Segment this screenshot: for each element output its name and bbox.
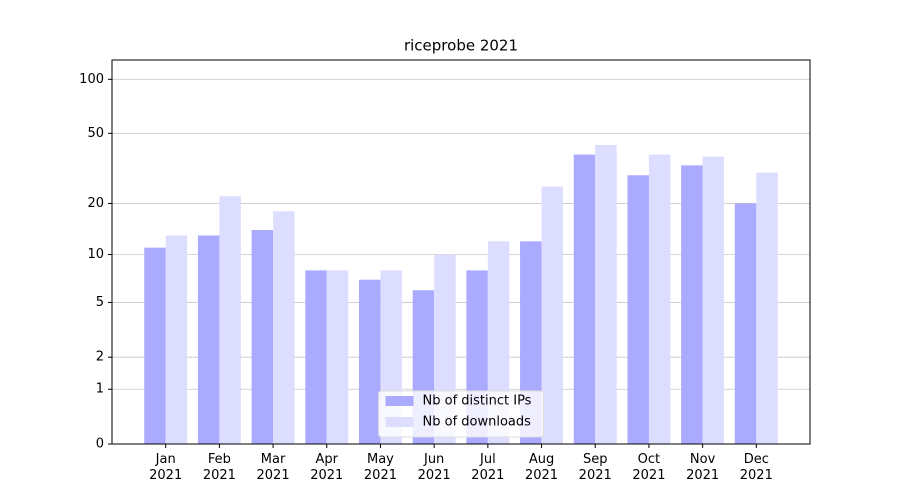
- legend-box: [378, 390, 544, 438]
- x-tick-label: Jan 2021: [149, 452, 183, 483]
- y-tick-label: 5: [96, 295, 104, 310]
- x-tick-label: Nov 2021: [686, 452, 720, 483]
- bar: [573, 154, 596, 445]
- bar: [541, 186, 564, 444]
- bar: [734, 203, 757, 444]
- y-tick-label: 20: [87, 196, 104, 211]
- x-tick-label: Aug 2021: [524, 452, 559, 483]
- plot-frame: [111, 59, 811, 445]
- bar: [648, 154, 671, 445]
- chart-title: riceprobe 2021: [404, 37, 518, 55]
- bar: [197, 235, 220, 444]
- bar: [326, 270, 349, 444]
- bar: [144, 247, 166, 444]
- bar: [681, 165, 703, 444]
- bar: [595, 144, 617, 444]
- y-tick-label: 0: [96, 437, 104, 452]
- y-tick-label: 50: [87, 126, 104, 141]
- x-tick-label: Jun 2021: [417, 452, 451, 483]
- bar: [219, 196, 241, 444]
- legend-swatch: [385, 417, 414, 427]
- y-tick-label: 10: [87, 247, 104, 262]
- x-tick-label: Mar 2021: [256, 452, 290, 483]
- bar: [165, 235, 188, 444]
- x-tick-label: Dec 2021: [739, 452, 773, 483]
- bar: [627, 175, 649, 444]
- legend-label: Nb of distinct IPs: [423, 394, 532, 409]
- x-tick-label: Sep 2021: [578, 452, 612, 483]
- bar: [251, 230, 274, 444]
- x-tick-label: Oct 2021: [632, 452, 666, 483]
- x-tick-label: Apr 2021: [310, 452, 344, 483]
- y-tick-label: 100: [79, 72, 104, 87]
- bar: [273, 211, 295, 444]
- x-tick-label: Feb 2021: [202, 452, 236, 483]
- x-tick-label: Jul 2021: [471, 452, 505, 483]
- x-tick-label: May 2021: [363, 452, 397, 483]
- bar: [756, 172, 778, 444]
- bar: [358, 279, 381, 444]
- bar: [702, 156, 725, 444]
- legend-swatch: [385, 396, 414, 406]
- bar: [305, 270, 327, 444]
- y-tick-label: 1: [96, 382, 104, 397]
- y-tick-label: 2: [96, 350, 104, 365]
- legend-label: Nb of downloads: [423, 415, 532, 430]
